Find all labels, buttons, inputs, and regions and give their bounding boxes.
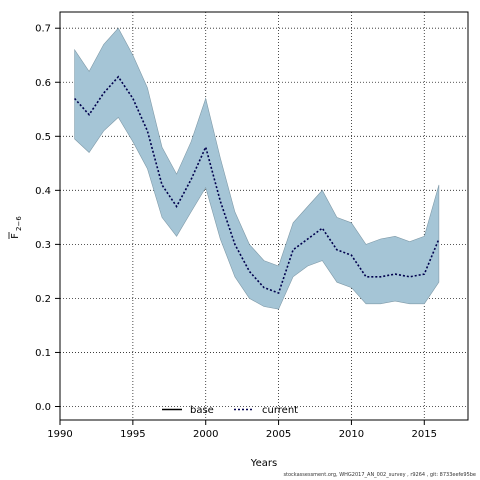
x-tick-label: 1990 <box>47 429 72 440</box>
x-axis: 1990 1995 2000 2005 2010 2015 <box>47 420 437 440</box>
y-tick-label: 0.3 <box>35 240 51 251</box>
y-tick-label: 0.5 <box>35 132 51 143</box>
footer-note: stockassessment.org, WHG2017_AN_002_surv… <box>283 472 476 478</box>
y-tick-label: 0.0 <box>35 402 51 413</box>
ylabel-sub: 2−6 <box>15 216 23 231</box>
y-tick-label: 0.7 <box>35 24 51 35</box>
ylabel-main: F <box>10 233 21 239</box>
y-tick-label: 0.1 <box>35 348 51 359</box>
x-tick-label: 2010 <box>339 429 364 440</box>
x-tick-label: 1995 <box>120 429 145 440</box>
legend-base-label: base <box>190 405 214 416</box>
y-axis-title: F 2−6 <box>8 216 23 239</box>
y-tick-label: 0.4 <box>35 186 51 197</box>
x-tick-label: 2000 <box>193 429 218 440</box>
legend: base current <box>162 405 298 416</box>
y-axis: 0.0 0.1 0.2 0.3 0.4 0.5 0.6 0.7 <box>35 24 60 413</box>
x-tick-label: 2015 <box>412 429 437 440</box>
plot-frame <box>59 11 469 421</box>
confidence-band <box>74 27 440 310</box>
y-tick-label: 0.2 <box>35 294 51 305</box>
x-tick-label: 2005 <box>266 429 291 440</box>
x-axis-title: Years <box>250 458 277 469</box>
y-tick-label: 0.6 <box>35 78 51 89</box>
series-current-line <box>74 75 440 295</box>
legend-current-label: current <box>262 405 298 416</box>
